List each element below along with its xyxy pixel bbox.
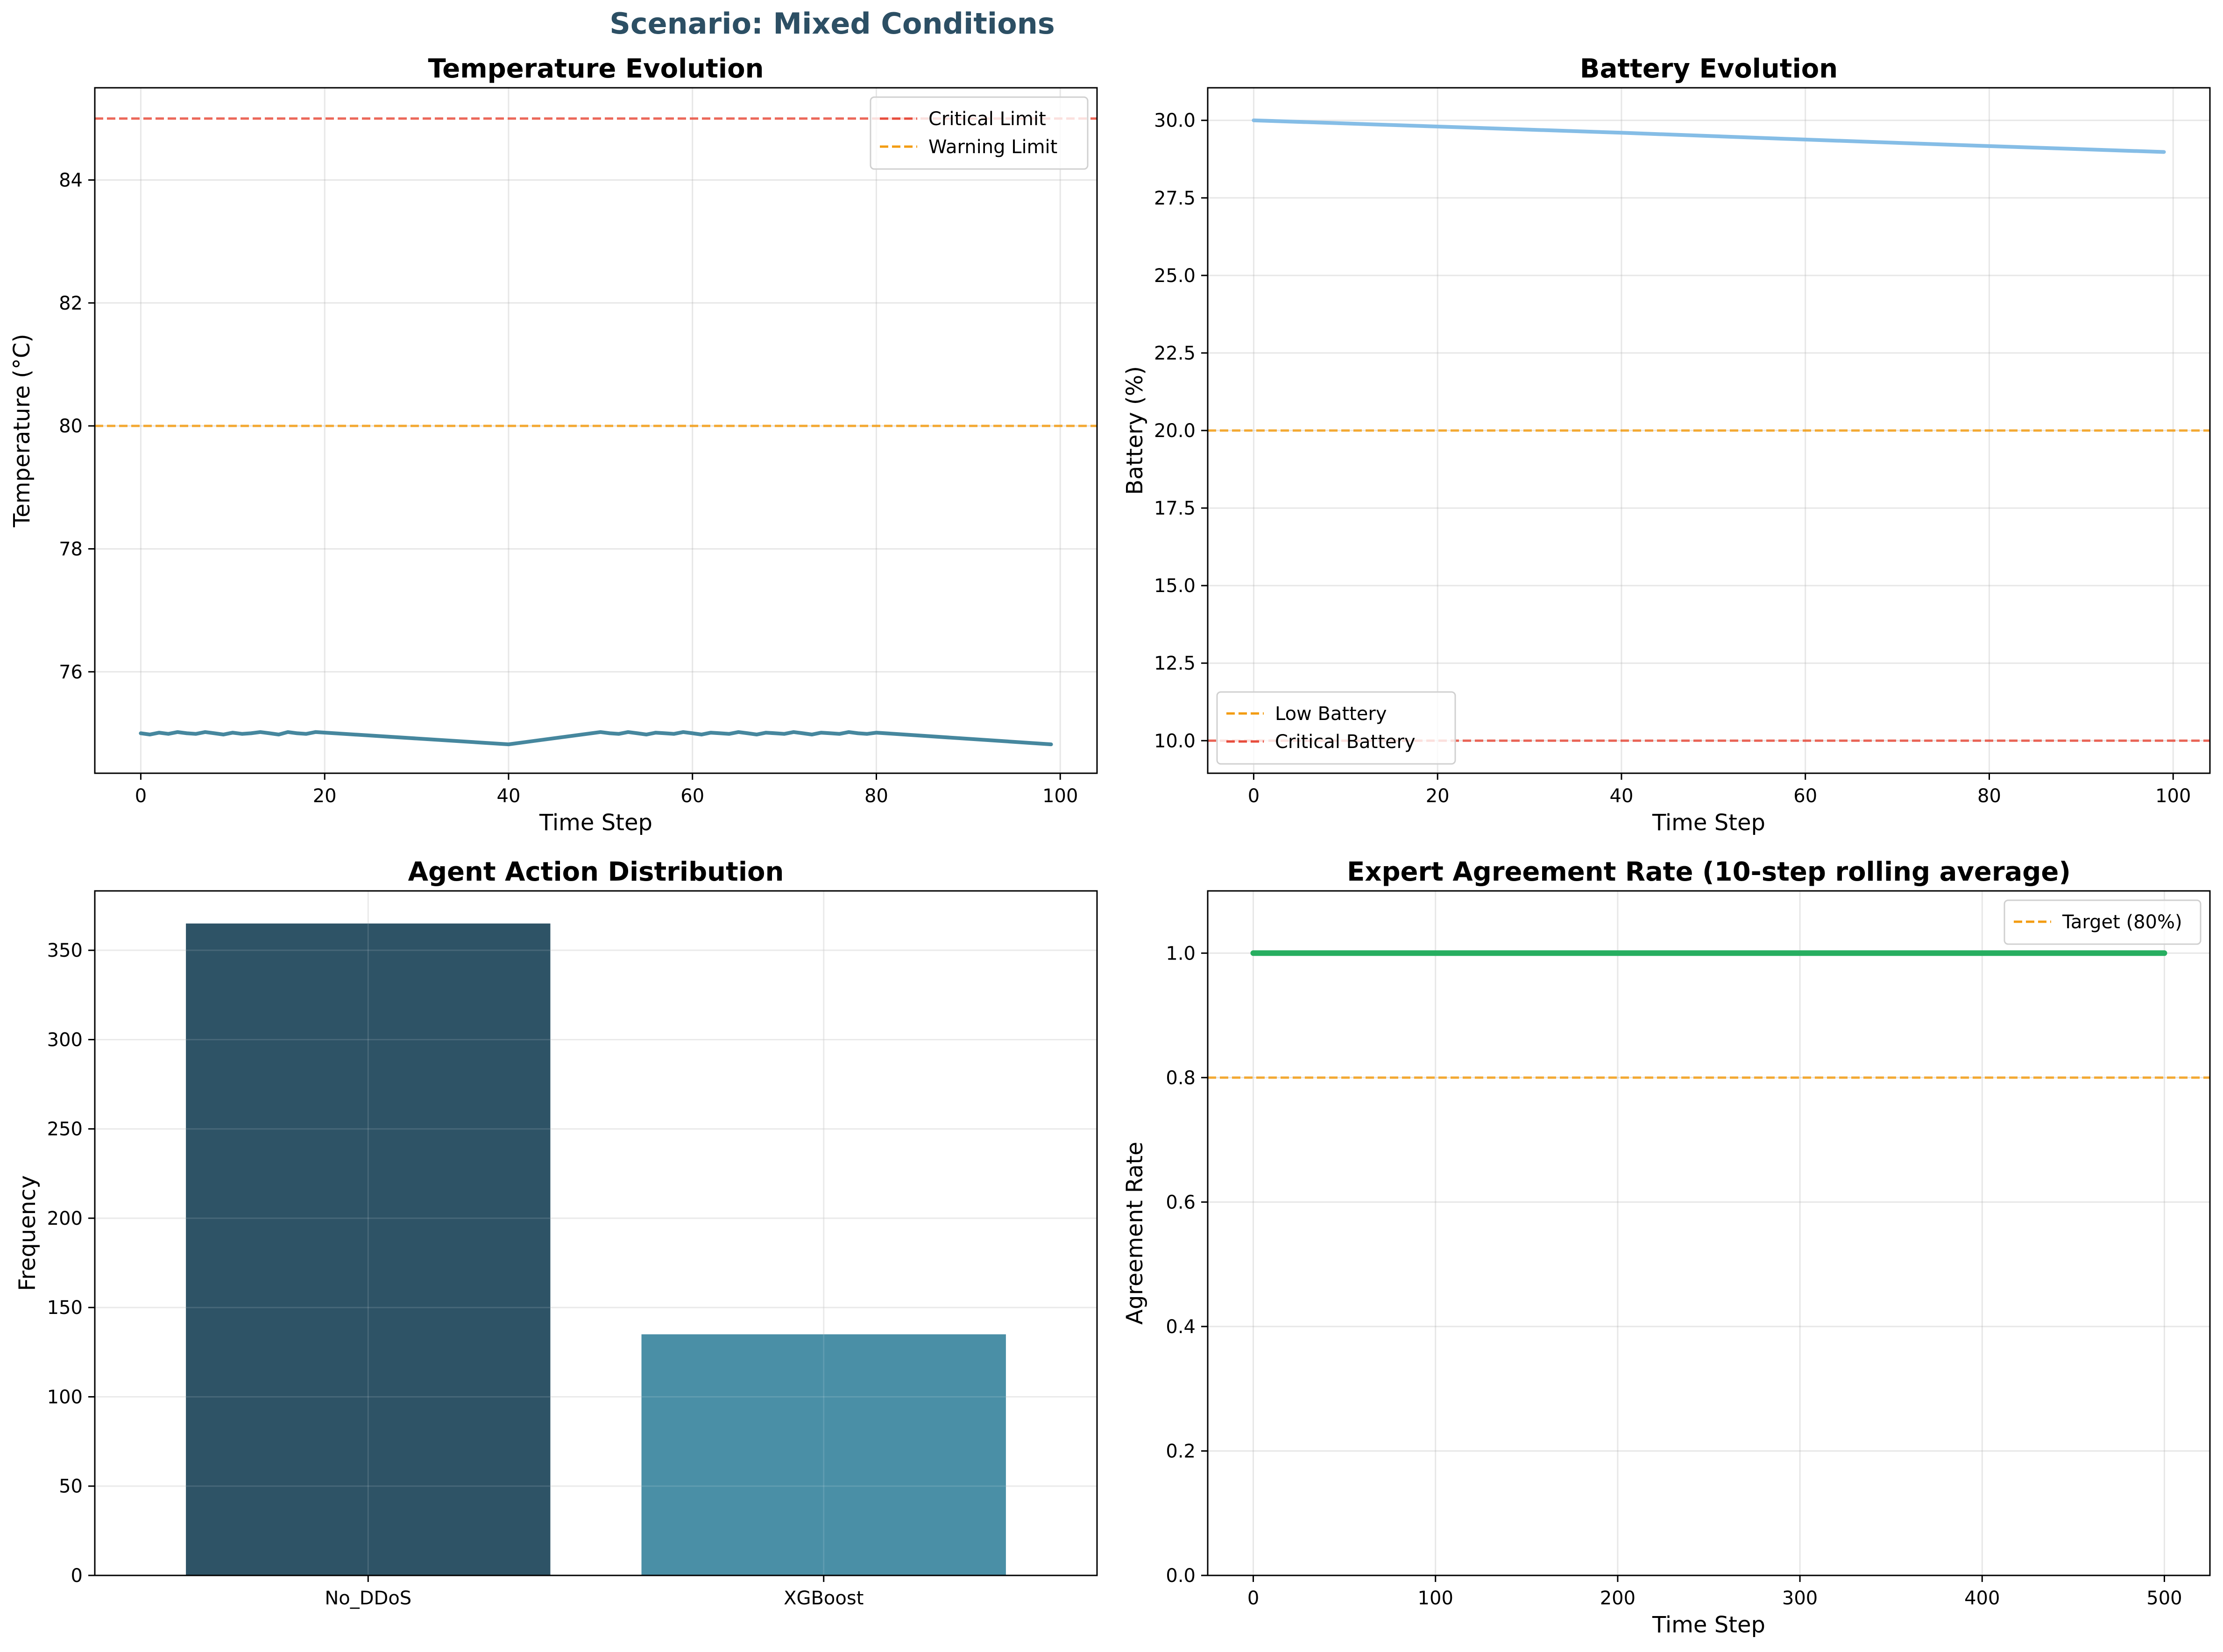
x-tick-label: 100 xyxy=(2155,785,2191,807)
legend-box xyxy=(870,96,1089,170)
y-tick-label: 15.0 xyxy=(1154,575,1196,597)
y-tick-label: 0.2 xyxy=(1166,1440,1196,1462)
x-axis-label: Time Step xyxy=(539,810,652,836)
y-axis-label: Battery (%) xyxy=(1122,366,1148,495)
x-tick-label: 400 xyxy=(1964,1588,2000,1609)
temp-chart-title: Temperature Evolution xyxy=(428,54,764,84)
agreement-chart-title: Expert Agreement Rate (10-step rolling a… xyxy=(1347,857,2071,887)
legend-label: Critical Battery xyxy=(1275,731,1416,753)
legend-box xyxy=(2004,899,2202,945)
legend: Target (80%) xyxy=(2004,899,2202,945)
x-tick-label: 100 xyxy=(1042,785,1078,807)
legend-box xyxy=(1216,691,1456,765)
bar-xgboost xyxy=(641,1334,1006,1575)
y-tick-label: 27.5 xyxy=(1154,188,1196,209)
y-tick-label: 76 xyxy=(59,662,83,683)
y-tick-label: 50 xyxy=(59,1476,83,1497)
battery-chart: 10.0 12.5 15.0 17.5 20.0 22.5 25.0 27.5 30.0 0 20 4… xyxy=(1122,54,2211,836)
y-tick-label: 12.5 xyxy=(1154,653,1196,674)
legend-label: Low Battery xyxy=(1275,703,1387,725)
y-tick-label: 100 xyxy=(47,1386,83,1408)
x-tick-label: 300 xyxy=(1782,1588,1818,1609)
x-tick-label: 100 xyxy=(1418,1588,1453,1609)
y-tick-label: 250 xyxy=(47,1119,83,1140)
y-tick-label: 0 xyxy=(71,1565,83,1587)
x-axis-label: Time Step xyxy=(1652,1612,1765,1638)
y-tick-label: 0.8 xyxy=(1166,1067,1196,1089)
temp-chart: 76 78 80 82 84 0 20 40 60 80 100 Temperature Evolut… xyxy=(9,54,1098,836)
y-tick-label: 82 xyxy=(59,293,83,314)
battery-chart-title: Battery Evolution xyxy=(1580,54,1838,84)
y-tick-label: 150 xyxy=(47,1297,83,1319)
agreement-chart: 0.0 0.2 0.4 0.6 0.8 1.0 0 100 200 300 400 500 Expert… xyxy=(1122,857,2211,1638)
y-tick-label: 0.0 xyxy=(1166,1565,1196,1587)
axes-frame xyxy=(1207,890,2211,1576)
bar-no-ddos xyxy=(186,923,551,1575)
x-tick-label: 80 xyxy=(1977,785,2001,807)
x-tick-label: 200 xyxy=(1600,1588,1635,1609)
x-tick-label: XGBoost xyxy=(784,1588,864,1609)
x-tick-label: 500 xyxy=(2146,1588,2182,1609)
y-tick-label: 84 xyxy=(59,169,83,191)
x-axis-label: Time Step xyxy=(1652,810,1765,836)
y-tick-label: 30.0 xyxy=(1154,110,1196,132)
battery-series-line xyxy=(1252,118,2166,154)
y-tick-label: 17.5 xyxy=(1154,498,1196,519)
x-tick-label: 0 xyxy=(1247,1588,1259,1609)
legend-label: Target (80%) xyxy=(2062,911,2182,933)
x-tick-label: 0 xyxy=(1248,785,1260,807)
actions-chart-title: Agent Action Distribution xyxy=(408,857,784,887)
y-tick-label: 300 xyxy=(47,1029,83,1051)
x-tick-label: 40 xyxy=(497,785,521,807)
y-tick-label: 200 xyxy=(47,1208,83,1229)
y-axis-label: Frequency xyxy=(14,1175,41,1291)
y-tick-label: 25.0 xyxy=(1154,265,1196,287)
x-tick-label: 60 xyxy=(1793,785,1817,807)
y-tick-label: 80 xyxy=(59,416,83,437)
legend-label: Warning Limit xyxy=(928,136,1057,158)
y-tick-label: 0.4 xyxy=(1166,1316,1196,1338)
x-tick-label: 60 xyxy=(680,785,704,807)
x-tick-label: 40 xyxy=(1610,785,1634,807)
x-tick-label: 80 xyxy=(864,785,888,807)
x-tick-label: 20 xyxy=(313,785,337,807)
legend: Low Battery Critical Battery xyxy=(1216,691,1456,765)
y-axis-label: Agreement Rate xyxy=(1122,1142,1148,1325)
y-tick-label: 78 xyxy=(59,538,83,560)
y-tick-label: 20.0 xyxy=(1154,420,1196,442)
x-tick-label: 0 xyxy=(135,785,147,807)
temp-series-line xyxy=(139,730,1053,747)
figure-title: Scenario: Mixed Conditions xyxy=(609,7,1055,41)
y-tick-label: 22.5 xyxy=(1154,343,1196,364)
axes-frame xyxy=(94,87,1098,774)
y-tick-label: 10.0 xyxy=(1154,730,1196,752)
x-tick-label: 20 xyxy=(1426,785,1450,807)
y-tick-label: 350 xyxy=(47,940,83,961)
legend-label: Critical Limit xyxy=(928,108,1046,130)
y-tick-label: 1.0 xyxy=(1166,943,1196,964)
y-axis-label: Temperature (°C) xyxy=(9,334,35,528)
actions-chart: 0 50 100 150 200 250 300 350 No_DDoS XGBoost Agent… xyxy=(14,857,1098,1609)
x-tick-label: No_DDoS xyxy=(325,1588,411,1609)
y-tick-label: 0.6 xyxy=(1166,1192,1196,1213)
axes-frame xyxy=(94,890,1098,1576)
legend: Critical Limit Warning Limit xyxy=(870,96,1089,170)
